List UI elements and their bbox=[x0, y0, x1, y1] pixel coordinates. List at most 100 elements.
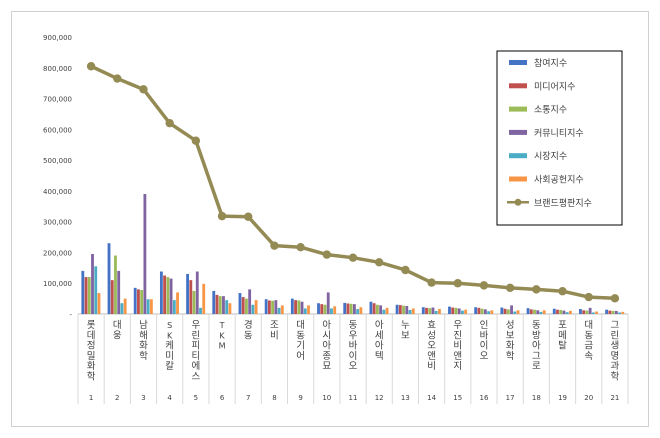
bar-시장지수-21 bbox=[618, 312, 621, 314]
legend-swatch bbox=[509, 83, 527, 89]
point-브랜드평판지수-3 bbox=[139, 85, 148, 94]
x-category-char: 대 bbox=[584, 320, 593, 331]
x-category-char: 동 bbox=[349, 320, 358, 331]
x-category-char: 아 bbox=[322, 320, 331, 331]
x-category-char: 바 bbox=[349, 341, 358, 352]
x-category-char: 명 bbox=[611, 351, 620, 362]
point-브랜드평판지수-7 bbox=[244, 212, 253, 221]
bar-소통지수-13 bbox=[402, 305, 405, 314]
x-rank-label: 12 bbox=[375, 394, 384, 402]
legend-label: 브랜드평판지수 bbox=[534, 198, 592, 209]
x-category-char: T bbox=[219, 321, 225, 330]
bar-미디어지수-20 bbox=[582, 310, 586, 314]
bar-커뮤니티지수-7 bbox=[248, 289, 252, 314]
bar-커뮤니티지수-6 bbox=[222, 296, 225, 314]
bar-소통지수-8 bbox=[271, 300, 275, 314]
bar-커뮤니티지수-15 bbox=[457, 308, 461, 314]
x-category-char: 탈 bbox=[558, 340, 567, 352]
x-category-char: 그 bbox=[532, 351, 541, 362]
bar-소통지수-1 bbox=[87, 277, 91, 314]
point-브랜드평판지수-11 bbox=[348, 253, 358, 262]
x-category-char: 칼 bbox=[165, 361, 174, 372]
bar-사회공헌지수-3 bbox=[149, 299, 153, 314]
bar-시장지수-14 bbox=[434, 310, 438, 314]
bar-사회공헌지수-10 bbox=[333, 306, 337, 314]
bar-참여지수-10 bbox=[317, 303, 320, 314]
bar-시장지수-11 bbox=[356, 309, 360, 314]
bar-커뮤니티지수-17 bbox=[510, 305, 513, 314]
bar-사회공헌지수-14 bbox=[438, 309, 441, 314]
x-category-char: 경 bbox=[244, 319, 253, 331]
point-브랜드평판지수-21 bbox=[610, 294, 620, 303]
point-브랜드평판지수-13 bbox=[401, 265, 410, 275]
bar-시장지수-15 bbox=[460, 310, 464, 314]
x-category-char: 조 bbox=[270, 320, 279, 331]
x-rank-label: 5 bbox=[194, 394, 198, 402]
bar-미디어지수-5 bbox=[189, 280, 193, 314]
bar-시장지수-18 bbox=[539, 311, 543, 314]
x-category-char: S bbox=[167, 321, 172, 330]
x-category-char: 속 bbox=[584, 351, 593, 362]
bar-커뮤니티지수-18 bbox=[536, 310, 540, 314]
x-category-char: 미 bbox=[165, 351, 174, 362]
y-tick-label: 600,000 bbox=[43, 126, 72, 134]
x-category-char: 해 bbox=[139, 329, 148, 341]
bar-사회공헌지수-11 bbox=[359, 307, 363, 314]
x-category-char: 남 bbox=[139, 320, 148, 331]
bar-커뮤니티지수-2 bbox=[117, 270, 121, 314]
chart-frame: - 100,000 200,000 300,000 400,000 500,000 600,… bbox=[11, 11, 649, 427]
bar-참여지수-3 bbox=[133, 287, 137, 314]
bar-사회공헌지수-12 bbox=[385, 307, 389, 314]
bar-사회공헌지수-20 bbox=[595, 311, 599, 314]
x-category-char: 보 bbox=[506, 330, 515, 341]
bar-커뮤니티지수-11 bbox=[353, 304, 356, 314]
bar-사회공헌지수-6 bbox=[228, 303, 232, 314]
bar-참여지수-14 bbox=[421, 307, 425, 314]
x-category-char: 린 bbox=[191, 330, 200, 341]
bar-사회공헌지수-16 bbox=[490, 310, 494, 314]
x-category-char: 비 bbox=[427, 361, 436, 372]
x-category-char: 아 bbox=[532, 341, 541, 352]
x-category-label: 조비 bbox=[270, 320, 279, 341]
bar-미디어지수-18 bbox=[529, 309, 533, 314]
x-category-char: 성 bbox=[427, 330, 436, 341]
x-category-char: 오 bbox=[349, 361, 358, 372]
bar-시장지수-19 bbox=[565, 312, 569, 314]
x-category-char: 보 bbox=[401, 330, 410, 341]
x-category-char: 성 bbox=[506, 320, 515, 331]
x-rank-label: 17 bbox=[506, 394, 515, 402]
bar-참여지수-21 bbox=[605, 309, 609, 314]
bar-사회공헌지수-1 bbox=[97, 293, 101, 314]
x-category-char: 에 bbox=[191, 361, 200, 372]
bar-시장지수-5 bbox=[199, 307, 202, 314]
x-category-char: 효 bbox=[427, 320, 436, 331]
bar-시장지수-13 bbox=[408, 309, 412, 314]
x-category-char: 스 bbox=[191, 372, 200, 383]
legend-box bbox=[496, 50, 623, 226]
y-tick-label: 300,000 bbox=[43, 219, 72, 227]
x-category-char: 비 bbox=[453, 341, 462, 352]
x-category-char: 학 bbox=[87, 372, 96, 383]
bar-참여지수-11 bbox=[343, 302, 347, 314]
x-category-char: 세 bbox=[375, 330, 384, 341]
bar-소통지수-9 bbox=[297, 300, 301, 314]
bar-미디어지수-6 bbox=[215, 294, 219, 314]
x-category-char: 로 bbox=[532, 361, 541, 372]
bar-소통지수-16 bbox=[480, 308, 484, 314]
chart-svg: - 100,000 200,000 300,000 400,000 500,000 600,… bbox=[43, 34, 629, 404]
y-tick-label: 500,000 bbox=[43, 157, 72, 165]
bar-시장지수-1 bbox=[94, 266, 98, 314]
point-브랜드평판지수-4 bbox=[165, 118, 174, 128]
bar-참여지수-13 bbox=[395, 304, 399, 314]
bar-참여지수-5 bbox=[186, 273, 189, 314]
bar-시장지수-12 bbox=[382, 309, 386, 314]
bar-시장지수-17 bbox=[513, 311, 517, 314]
x-rank-label: 9 bbox=[298, 394, 302, 402]
x-rank-label: 18 bbox=[532, 394, 541, 402]
x-rank-label: 8 bbox=[272, 394, 276, 402]
